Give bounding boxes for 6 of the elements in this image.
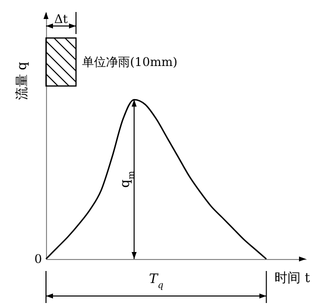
x-axis-title: 时间 t — [274, 271, 311, 286]
annotation: 0 — [34, 252, 42, 266]
text: T$_{q}$ — [148, 272, 164, 291]
y-axis-title: 流量 q — [14, 62, 30, 100]
text: 单位净雨(10mm) — [82, 55, 178, 69]
text: Δt — [54, 12, 68, 26]
